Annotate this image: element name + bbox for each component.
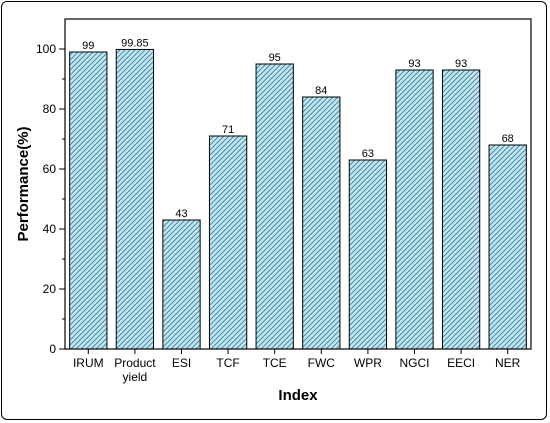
bar-ner: [488, 144, 527, 350]
y-tick-label: 60: [43, 162, 57, 176]
x-tick-label: Product yield: [114, 356, 156, 384]
data-label: 93: [408, 58, 420, 70]
data-labels: 99 99.85 43 71 95 84 63 93 93 68: [82, 37, 514, 220]
bar-tce: [255, 63, 294, 350]
x-tick-label: NER: [495, 356, 521, 370]
data-label: 93: [455, 58, 467, 70]
data-label: 99.85: [121, 37, 149, 49]
bar-esi: [162, 219, 201, 350]
bar-irum: [69, 51, 108, 350]
x-tick-label: IRUM: [73, 356, 104, 370]
bar-product-yield: [115, 48, 155, 350]
y-tick-label: 100: [36, 42, 56, 56]
data-label: 99: [82, 40, 94, 52]
data-label: 43: [175, 208, 187, 220]
y-axis-title: Performance(%): [15, 126, 32, 241]
bar-ngci: [395, 69, 434, 350]
bar-fwc: [302, 96, 341, 350]
x-tick-label: FWC: [308, 356, 336, 370]
bar-eeci: [441, 69, 481, 350]
x-tick-label: WPR: [354, 356, 382, 370]
y-tick-label: 0: [49, 342, 56, 356]
x-axis-title: Index: [278, 387, 318, 404]
data-label: 95: [269, 52, 281, 64]
plot-area-border: [64, 18, 532, 350]
y-tick-label: 40: [43, 222, 57, 236]
x-tick-label: EECI: [447, 356, 475, 370]
x-tick-label: NGCI: [400, 356, 430, 370]
x-tick-label: ESI: [172, 356, 191, 370]
data-label: 71: [222, 124, 234, 136]
x-tick-label: TCE: [263, 356, 287, 370]
bar-tcf: [208, 135, 248, 350]
data-label: 68: [502, 133, 514, 145]
data-label: 63: [362, 148, 374, 160]
x-tick-label: TCF: [216, 356, 239, 370]
bars: [69, 48, 527, 350]
bar-wpr: [348, 159, 388, 350]
data-label: 84: [315, 85, 327, 97]
axes: 0 20 40 60 80 100 IRUM Product yield ESI TCF TCE FWC…: [36, 18, 532, 384]
y-tick-label: 20: [43, 282, 57, 296]
y-tick-label: 80: [43, 102, 57, 116]
